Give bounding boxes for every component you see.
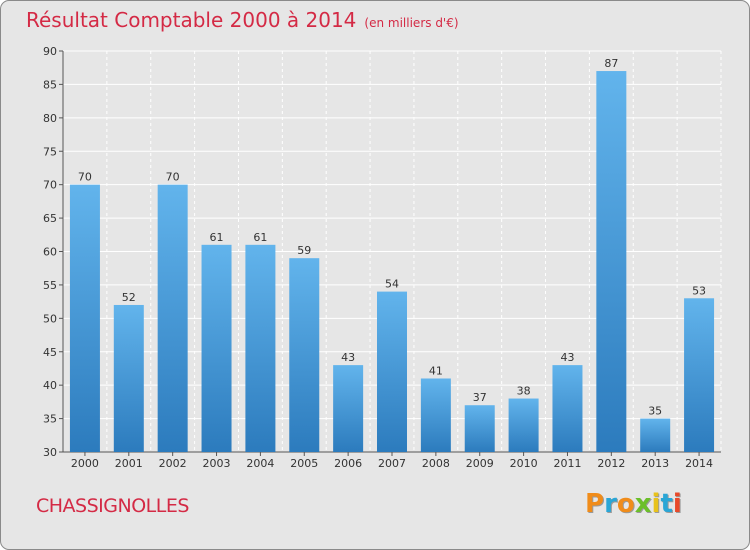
bar [420, 378, 451, 452]
bar [245, 244, 276, 452]
x-tick-label: 2010 [510, 457, 538, 470]
data-label: 70 [78, 171, 92, 184]
data-label: 61 [210, 231, 224, 244]
bar [69, 184, 100, 452]
data-label: 53 [692, 284, 706, 297]
logo-letter: o [616, 489, 635, 519]
y-tick-label: 90 [43, 45, 57, 58]
logo-letter: i [651, 489, 661, 519]
y-tick-label: 30 [43, 446, 57, 459]
bar [201, 244, 232, 452]
data-label: 70 [166, 171, 180, 184]
commune-name: CHASSIGNOLLES [36, 495, 189, 517]
x-tick-label: 2011 [553, 457, 581, 470]
x-tick-label: 2004 [246, 457, 274, 470]
data-label: 61 [253, 231, 267, 244]
x-tick-label: 2002 [159, 457, 187, 470]
y-tick-label: 55 [43, 279, 57, 292]
data-label: 43 [560, 351, 574, 364]
x-tick-label: 2009 [466, 457, 494, 470]
x-tick-label: 2007 [378, 457, 406, 470]
logo-letter: t [660, 489, 673, 519]
chart-title-main: Résultat Comptable 2000 à 2014 [26, 8, 357, 32]
data-label: 38 [517, 385, 531, 398]
bars [69, 71, 715, 453]
y-tick-label: 65 [43, 212, 57, 225]
x-tick-label: 2012 [597, 457, 625, 470]
bar [508, 398, 539, 452]
bar [552, 365, 583, 452]
bar [113, 304, 144, 452]
chart-title: Résultat Comptable 2000 à 2014 (en millie… [26, 8, 459, 32]
bar [464, 405, 495, 452]
bar [333, 365, 364, 452]
data-label: 43 [341, 351, 355, 364]
data-label: 52 [122, 291, 136, 304]
data-label: 35 [648, 405, 662, 418]
y-tick-label: 35 [43, 413, 57, 426]
y-tick-label: 80 [43, 112, 57, 125]
y-tick-label: 60 [43, 246, 57, 259]
x-tick-label: 2013 [641, 457, 669, 470]
data-label: 54 [385, 278, 399, 291]
y-tick-label: 70 [43, 179, 57, 192]
bar [157, 184, 188, 452]
chart-title-unit: (en milliers d'€) [364, 16, 459, 30]
y-tick-label: 75 [43, 145, 57, 158]
x-tick-label: 2006 [334, 457, 362, 470]
x-tick-label: 2008 [422, 457, 450, 470]
bar [684, 298, 715, 452]
bar [377, 291, 407, 452]
bar [596, 71, 627, 453]
data-label: 59 [297, 244, 311, 257]
data-labels: 70 52 70 61 61 59 43 54 41 37 38 43 87 35 53 [78, 57, 706, 418]
logo-letter: x [634, 489, 652, 519]
y-tick-label: 40 [43, 379, 57, 392]
y-tick-label: 45 [43, 346, 57, 359]
x-tick-label: 2000 [71, 457, 99, 470]
x-tick-label: 2005 [290, 457, 318, 470]
x-tick-label: 2014 [685, 457, 713, 470]
x-tick-label: 2001 [115, 457, 143, 470]
y-tick-label: 50 [43, 312, 57, 325]
proxiti-logo[interactable]: Proxiti [585, 489, 682, 519]
logo-letter: i [672, 489, 682, 519]
data-label: 37 [473, 391, 487, 404]
logo-letter: r [604, 489, 617, 519]
data-label: 41 [429, 364, 443, 377]
logo-letter: P [585, 489, 605, 519]
x-tick-label: 2003 [203, 457, 231, 470]
bar [640, 418, 671, 452]
bar [289, 258, 320, 452]
data-label: 87 [604, 57, 618, 70]
y-tick-label: 85 [43, 78, 57, 91]
